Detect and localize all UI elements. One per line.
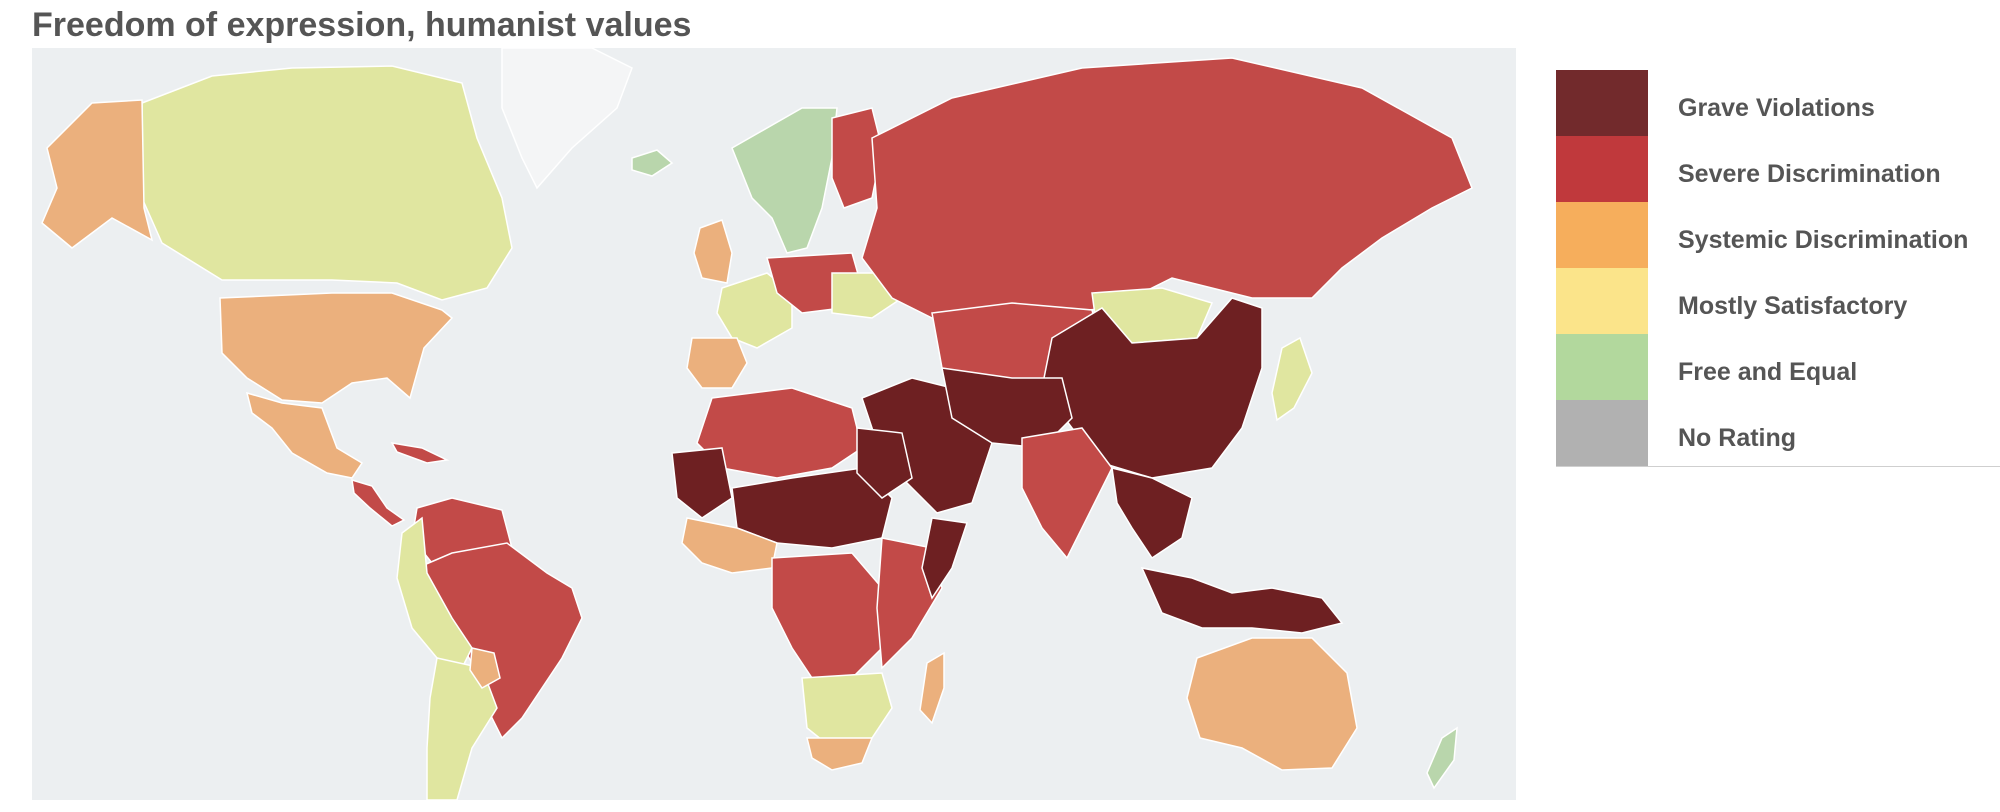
world-map-canvas[interactable] — [32, 48, 1516, 800]
legend-swatch-mostly-satisfactory — [1556, 268, 1648, 334]
russia[interactable] — [861, 57, 1473, 319]
legend-label-severe-discrimination: Severe Discrimination — [1678, 160, 1941, 188]
legend-label-free-and-equal: Free and Equal — [1678, 358, 1858, 386]
cuba[interactable] — [390, 442, 450, 464]
iceland[interactable] — [631, 149, 674, 177]
world-map[interactable] — [32, 48, 1516, 800]
legend-swatch-severe-discrimination — [1556, 136, 1648, 202]
legend-label-systemic-discrimination: Systemic Discrimination — [1678, 226, 1969, 254]
legend-item-systemic-discrimination[interactable]: Systemic Discrimination — [1556, 202, 2000, 268]
india[interactable] — [1021, 427, 1113, 560]
iberia[interactable] — [686, 337, 748, 389]
western-sahara[interactable] — [671, 447, 733, 519]
legend-item-grave-violations[interactable]: Grave Violations — [1556, 70, 2000, 136]
usa[interactable] — [219, 292, 454, 404]
legend: Grave Violations Severe Discrimination S… — [1556, 70, 2000, 467]
finland[interactable] — [831, 107, 883, 209]
south-africa[interactable] — [806, 737, 874, 771]
legend-item-free-and-equal[interactable]: Free and Equal — [1556, 334, 2000, 400]
southeast-asia[interactable] — [1111, 467, 1193, 560]
scandinavia[interactable] — [731, 107, 838, 254]
new-zealand[interactable] — [1426, 726, 1458, 790]
legend-item-mostly-satisfactory[interactable]: Mostly Satisfactory — [1556, 268, 2000, 334]
australia[interactable] — [1186, 637, 1358, 771]
egypt[interactable] — [856, 427, 913, 499]
legend-label-no-rating: No Rating — [1678, 424, 1797, 452]
legend-item-no-rating[interactable]: No Rating — [1556, 400, 2000, 466]
legend-item-severe-discrimination[interactable]: Severe Discrimination — [1556, 136, 2000, 202]
madagascar[interactable] — [919, 651, 945, 725]
mexico[interactable] — [245, 391, 364, 479]
alaska[interactable] — [41, 99, 154, 249]
western-europe[interactable] — [716, 272, 793, 349]
somalia[interactable] — [921, 517, 968, 600]
indonesia[interactable] — [1140, 566, 1344, 634]
canada[interactable] — [141, 65, 513, 301]
greenland[interactable] — [501, 48, 633, 190]
central-america[interactable] — [351, 478, 406, 527]
paraguay[interactable] — [469, 647, 501, 689]
legend-swatch-grave-violations — [1556, 70, 1648, 136]
andes[interactable] — [396, 516, 473, 669]
legend-swatch-free-and-equal — [1556, 334, 1648, 400]
legend-label-grave-violations: Grave Violations — [1678, 94, 1875, 122]
legend-swatch-systemic-discrimination — [1556, 202, 1648, 268]
uk[interactable] — [693, 219, 733, 284]
legend-label-mostly-satisfactory: Mostly Satisfactory — [1678, 292, 1908, 320]
west-africa[interactable] — [681, 517, 778, 574]
page-title: Freedom of expression, humanist values — [32, 6, 692, 44]
legend-swatch-no-rating — [1556, 400, 1648, 466]
japan[interactable] — [1271, 336, 1313, 422]
